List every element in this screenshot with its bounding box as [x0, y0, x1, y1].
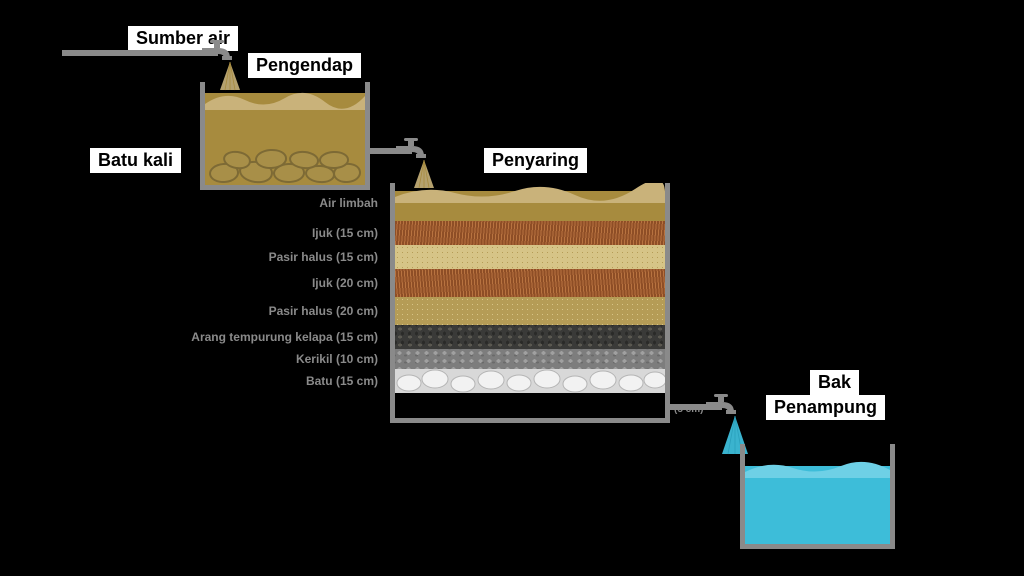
layerlabel-6: Kerikil (10 cm) [296, 352, 378, 366]
layerlabel-1: Ijuk (15 cm) [312, 226, 378, 240]
layer-batu [395, 369, 665, 393]
layer-ijuk2 [395, 269, 665, 297]
layer-arang [395, 325, 665, 349]
layer-kerikil [395, 349, 665, 369]
layerlabel-2: Pasir halus (15 cm) [269, 250, 378, 264]
tank-filter [390, 183, 670, 423]
pipe-filter-reservoir [670, 404, 710, 410]
layerlabel-7: Batu (15 cm) [306, 374, 378, 388]
label-reservoir-1: Bak [810, 370, 859, 395]
pipe-source [62, 50, 206, 56]
layer-pasir1 [395, 245, 665, 269]
layer-pasir2 [395, 297, 665, 325]
layerlabel-5: Arang tempurung kelapa (15 cm) [191, 330, 378, 344]
label-settler: Pengendap [248, 53, 361, 78]
label-reservoir-2: Penampung [766, 395, 885, 420]
layerlabel-0: Air limbah [319, 196, 378, 210]
tank-settler [200, 82, 370, 190]
tank-reservoir [740, 444, 895, 549]
label-filter: Penyaring [484, 148, 587, 173]
layerlabel-3: Ijuk (20 cm) [312, 276, 378, 290]
layer-ijuk1 [395, 221, 665, 245]
layerlabel-4: Pasir halus (20 cm) [269, 304, 378, 318]
label-riverstone: Batu kali [90, 148, 181, 173]
